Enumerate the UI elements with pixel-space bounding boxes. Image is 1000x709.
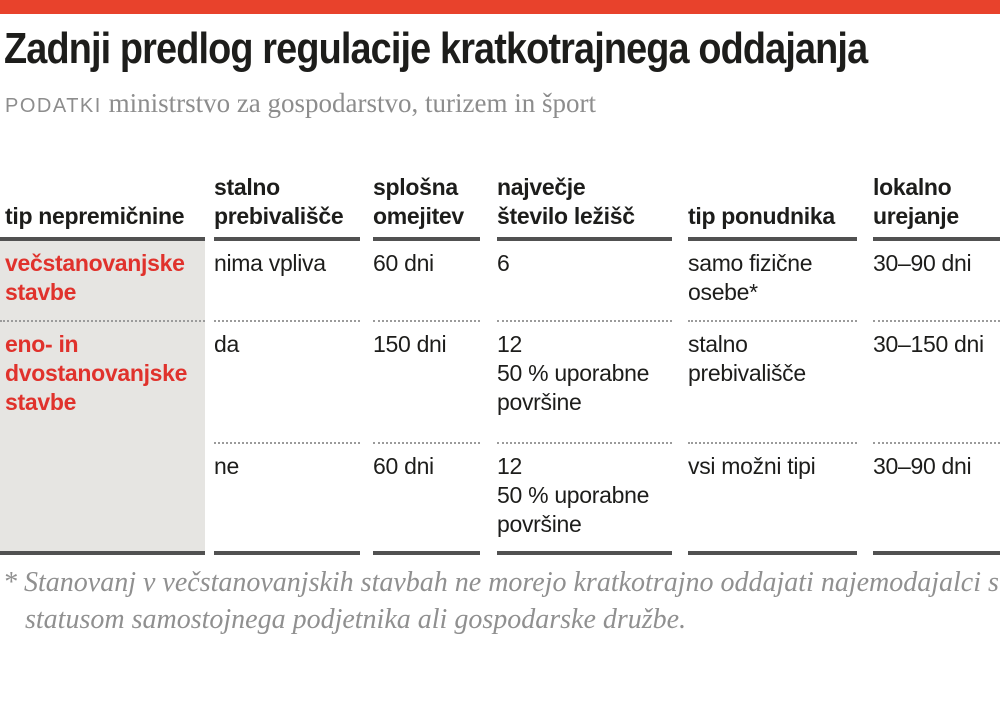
data-source: podatki ministrstvo za gospodarstvo, tur… (5, 88, 596, 119)
column-spacer (205, 241, 214, 322)
table-cell: da (214, 322, 360, 444)
column-spacer (857, 155, 873, 241)
column-spacer (672, 155, 688, 241)
column-spacer (205, 444, 214, 555)
table-cell: samo fizične osebe* (688, 241, 857, 322)
table-cell: vsi možni tipi (688, 444, 857, 555)
footnote: * Stanovanj v večstanovanjskih stavbah n… (3, 567, 999, 635)
table-row: ne 60 dni 12 50 % uporabne površine vsi … (0, 444, 1000, 555)
table-cell: stalno prebivališče (688, 322, 857, 444)
column-header-property-type: tip nepremičnine (0, 155, 205, 241)
column-spacer (360, 322, 373, 444)
category-cell-multiapartment: večstanovanjske stavbe (0, 241, 205, 322)
column-spacer (857, 241, 873, 322)
column-spacer (672, 322, 688, 444)
column-header-max-beds: največje število ležišč (497, 155, 672, 241)
column-spacer (480, 444, 497, 555)
column-header-permanent-residence: stalno prebivališče (214, 155, 360, 241)
table-cell: 12 50 % uporabne površine (497, 322, 672, 444)
table-cell: 60 dni (373, 444, 480, 555)
table-cell: 30–90 dni (873, 444, 1000, 555)
column-spacer (480, 322, 497, 444)
column-header-local-regulation: lokalno urejanje (873, 155, 1000, 241)
column-spacer (672, 241, 688, 322)
column-spacer (205, 322, 214, 444)
table-cell: ne (214, 444, 360, 555)
page-title: Zadnji predlog regulacije kratkotrajnega… (4, 24, 868, 73)
column-spacer (480, 155, 497, 241)
column-spacer (857, 322, 873, 444)
table-cell: 12 50 % uporabne površine (497, 444, 672, 555)
category-cell-single-double: eno- in dvostanovanjske stavbe (0, 322, 205, 555)
table-cell: 30–90 dni (873, 241, 1000, 322)
table-row: eno- in dvostanovanjske stavbe da 150 dn… (0, 322, 1000, 555)
table-cell: 30–150 dni (873, 322, 1000, 444)
column-spacer (480, 241, 497, 322)
column-spacer (205, 155, 214, 241)
source-text: ministrstvo za gospodarstvo, turizem in … (101, 88, 596, 118)
top-accent-bar (0, 0, 1000, 14)
regulation-table: tip nepremičnine stalno prebivališče spl… (0, 155, 1000, 555)
table-cell: 60 dni (373, 241, 480, 322)
table-cell: nima vpliva (214, 241, 360, 322)
table-cell: 6 (497, 241, 672, 322)
table-row: večstanovanjske stavbe nima vpliva 60 dn… (0, 241, 1000, 322)
table-header-row: tip nepremičnine stalno prebivališče spl… (0, 155, 1000, 241)
column-spacer (360, 444, 373, 555)
column-spacer (857, 444, 873, 555)
column-spacer (672, 444, 688, 555)
column-spacer (360, 155, 373, 241)
column-spacer (360, 241, 373, 322)
source-label: podatki (5, 95, 102, 117)
table-cell: 150 dni (373, 322, 480, 444)
column-header-provider-type: tip ponudnika (688, 155, 857, 241)
column-header-general-limit: splošna omejitev (373, 155, 480, 241)
